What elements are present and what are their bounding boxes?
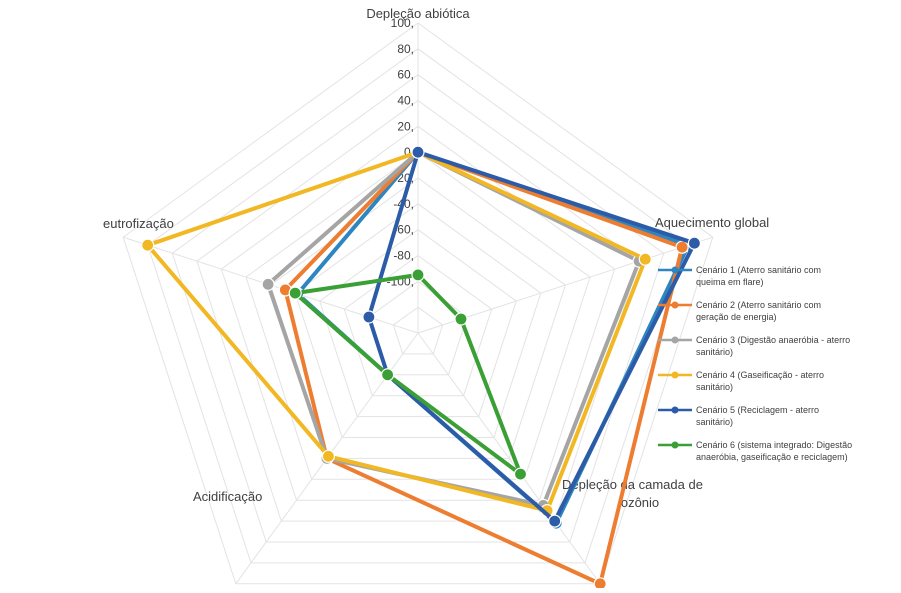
series-line [145, 150, 648, 513]
tick-label: -60, [393, 223, 414, 237]
data-point [687, 236, 702, 250]
tick-label: 0, [404, 145, 414, 159]
legend-swatch-marker [671, 301, 679, 309]
legend-label: Cenário 3 (Digestão anaeróbia - aterro [696, 335, 850, 345]
legend-label: Cenário 6 (sistema integrado: Digestão [696, 440, 852, 450]
legend-swatch-marker [671, 371, 679, 379]
data-point [593, 577, 607, 591]
legend-label: sanitário) [696, 347, 733, 357]
axis-label: Aquecimento global [655, 215, 769, 230]
legend-label: Cenário 2 (Aterro sanitário com [696, 300, 821, 310]
series-6 [288, 268, 528, 481]
legend-label: Cenário 5 (Reciclagem - aterro [696, 405, 819, 415]
data-point [638, 252, 652, 266]
grid-ring [122, 22, 714, 585]
legend-item: Cenário 6 (sistema integrado: Digestão an… [658, 440, 852, 462]
legend-swatch-marker [671, 441, 679, 449]
data-point [261, 277, 275, 291]
legend-label: anaeróbia, gaseificação e reciclagem) [696, 452, 848, 462]
legend-swatch-marker [671, 336, 679, 344]
data-point [513, 467, 528, 481]
legend-label: queima em flare) [696, 277, 764, 287]
series-line [293, 272, 523, 477]
data-point [548, 514, 562, 528]
grid-ring [294, 203, 542, 438]
axis-label: Depleção abiótica [366, 6, 470, 21]
data-point [362, 310, 376, 324]
legend-label: Cenário 4 (Gaseificação - aterro [696, 370, 824, 380]
legend-item: Cenário 1 (Aterro sanitário com queima em… [658, 265, 821, 287]
grid-ring [270, 177, 566, 459]
grid-ring [319, 229, 517, 418]
legend-label: Cenário 1 (Aterro sanitário com [696, 265, 821, 275]
legend-label: sanitário) [696, 417, 733, 427]
legend-item: Cenário 3 (Digestão anaeróbia - aterro sa… [658, 335, 850, 357]
tick-label: 80, [397, 42, 414, 56]
grid-ring [196, 99, 640, 522]
grid-ring [147, 48, 689, 564]
legend: Cenário 1 (Aterro sanitário com queima em… [658, 265, 852, 462]
tick-label: 60, [397, 68, 414, 82]
grid-spoke [417, 332, 601, 585]
legend-swatch-marker [671, 266, 679, 274]
legend-label: sanitário) [696, 382, 733, 392]
legend-swatch-marker [671, 406, 679, 414]
series-layer [141, 145, 702, 591]
axis-label: eutrofização [103, 216, 174, 231]
data-point [141, 238, 155, 252]
data-point [454, 312, 468, 326]
axis-label: Acidificação [193, 489, 262, 504]
legend-item: Cenário 2 (Aterro sanitário com geração d… [658, 300, 821, 322]
data-point [411, 268, 425, 282]
series-line [283, 150, 685, 586]
grid-ring [392, 306, 444, 355]
tick-label: 100, [391, 16, 414, 30]
legend-item: Cenário 4 (Gaseificação - aterro sanitári… [658, 370, 824, 392]
tick-label: 40, [397, 94, 414, 108]
data-point [675, 240, 689, 254]
tick-label: 20, [397, 119, 414, 133]
data-point [288, 286, 302, 300]
data-point [321, 449, 335, 463]
axis-labels: Depleção abiótica Aquecimento global Deple… [103, 6, 769, 510]
data-point [381, 368, 395, 382]
grid-ring [368, 280, 468, 376]
legend-item: Cenário 5 (Reciclagem - aterro sanitário) [658, 405, 819, 427]
series-line [366, 150, 697, 524]
axis-label: Depleção da camada de [562, 477, 703, 492]
axis-label: ozônio [621, 495, 659, 510]
data-point [411, 145, 425, 159]
legend-label: geração de energia) [696, 312, 777, 322]
tick-label: -80, [393, 249, 414, 263]
